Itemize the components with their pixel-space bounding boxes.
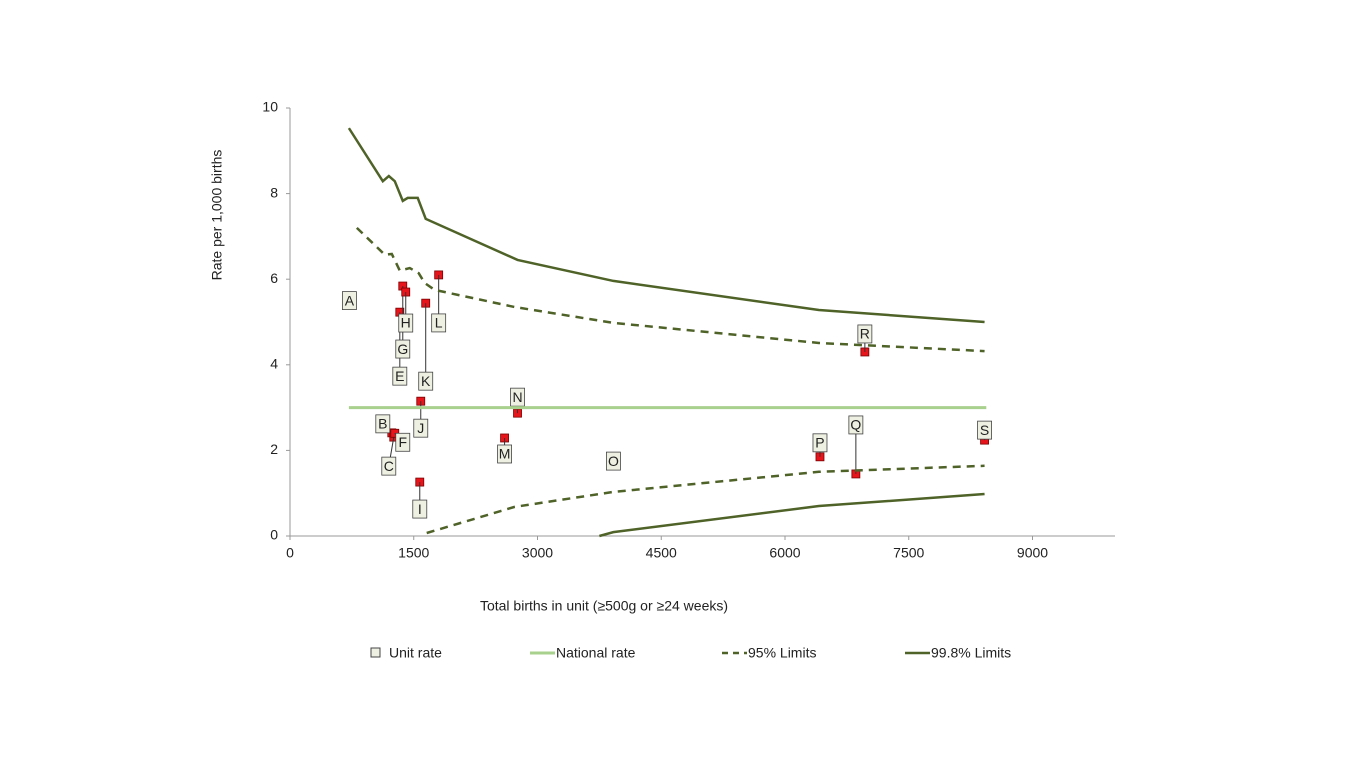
point-label: S: [980, 422, 989, 438]
x-tick-label: 4500: [646, 545, 677, 561]
legend-swatch: [370, 647, 381, 658]
point-label: R: [860, 326, 870, 342]
limit-line: [355, 226, 985, 353]
point-label: M: [499, 446, 511, 462]
label-box: [497, 444, 512, 464]
y-tick-label: 8: [270, 184, 278, 200]
label-box: [812, 433, 828, 453]
point-label: F: [398, 434, 407, 450]
limit-line-lower: [426, 464, 985, 535]
label-box: [395, 339, 411, 359]
point-label: J: [417, 420, 424, 436]
point-label: O: [608, 453, 619, 469]
label-box: [606, 451, 621, 471]
label-box: [381, 456, 397, 476]
label-box: [848, 415, 864, 435]
label-box: [431, 313, 447, 333]
label-box: [857, 324, 873, 344]
point-label: A: [345, 292, 355, 308]
y-tick-label: 10: [262, 99, 278, 115]
point-label: C: [384, 458, 394, 474]
point-label: E: [395, 368, 404, 384]
x-axis-title: Total births in unit (≥500g or ≥24 weeks…: [480, 598, 728, 614]
x-tick-label: 7500: [893, 545, 924, 561]
point-label: N: [512, 389, 522, 405]
point-label: G: [397, 341, 408, 357]
label-box: [418, 371, 434, 391]
label-box: [398, 313, 414, 333]
legend-label: 95% Limits: [748, 645, 816, 661]
point-label: I: [418, 501, 422, 517]
x-tick-label: 6000: [769, 545, 800, 561]
point-label: K: [421, 373, 431, 389]
label-box: [392, 366, 408, 386]
point-label: B: [378, 416, 387, 432]
legend-label: National rate: [556, 645, 636, 661]
limit-line-lower: [599, 492, 985, 538]
y-tick-label: 6: [270, 270, 278, 286]
label-box: [412, 499, 428, 519]
limit-line: [347, 127, 985, 324]
x-tick-label: 9000: [1017, 545, 1048, 561]
y-axis-title: Rate per 1,000 births: [209, 150, 225, 281]
y-tick-label: 4: [270, 356, 278, 372]
point-label: H: [401, 315, 411, 331]
legend-label: 99.8% Limits: [931, 645, 1011, 661]
label-box: [341, 291, 357, 311]
x-tick-label: 3000: [522, 545, 553, 561]
x-tick-label: 1500: [398, 545, 429, 561]
label-box: [375, 414, 391, 434]
y-tick-label: 2: [270, 441, 278, 457]
point-label: P: [815, 435, 824, 451]
label-box: [977, 420, 992, 440]
label-box: [395, 432, 411, 452]
label-box: [413, 418, 429, 438]
legend-label: Unit rate: [389, 645, 442, 661]
x-tick-label: 0: [286, 545, 294, 561]
point-label: Q: [850, 417, 861, 433]
y-tick-label: 0: [270, 527, 278, 543]
point-label: L: [435, 315, 443, 331]
